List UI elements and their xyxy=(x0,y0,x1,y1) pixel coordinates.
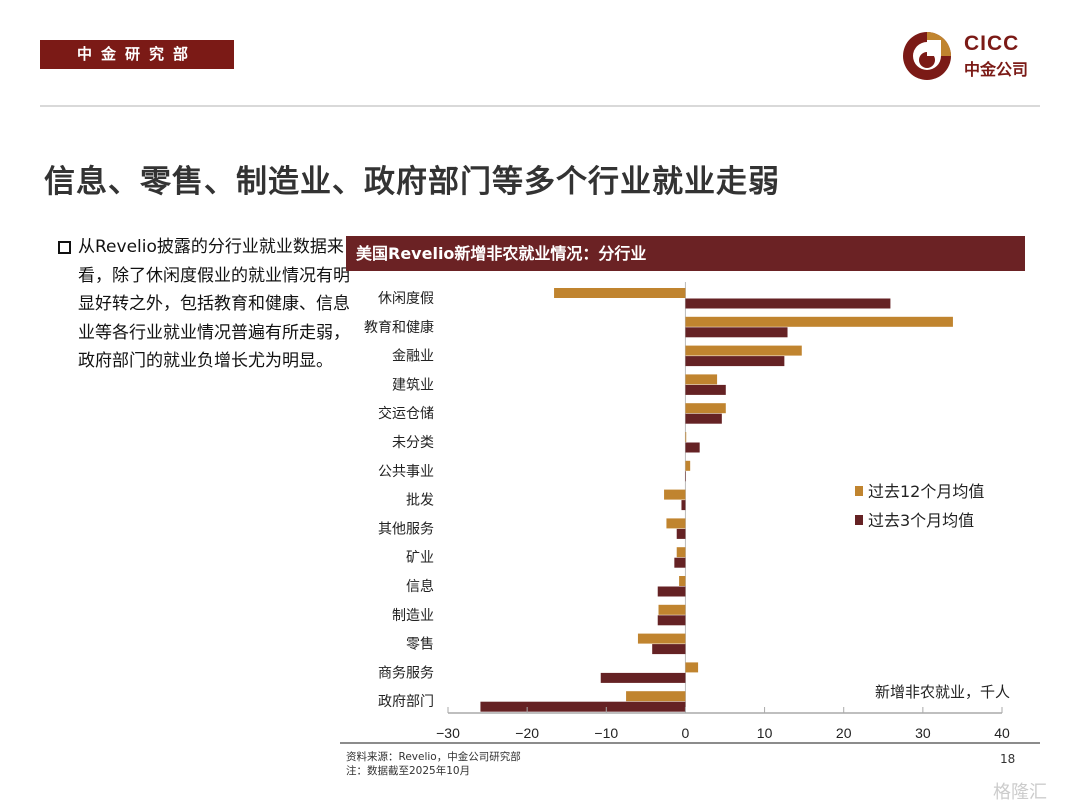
bar-12m xyxy=(685,460,691,471)
logo-text-en: CICC xyxy=(964,32,1020,55)
category-label: 制造业 xyxy=(392,608,434,624)
category-label: 公共事业 xyxy=(378,464,434,480)
page-title: 信息、零售、制造业、政府部门等多个行业就业走弱 xyxy=(44,164,780,200)
note-text: 注：数据截至2025年10月 xyxy=(346,765,471,777)
square-bullet-icon xyxy=(58,241,71,254)
page-number: 18 xyxy=(1000,752,1016,766)
legend-swatch xyxy=(855,486,863,496)
bar-12m xyxy=(679,576,686,586)
category-label: 教育和健康 xyxy=(364,319,434,336)
x-tick-label: −20 xyxy=(515,725,539,741)
bar-12m xyxy=(685,403,726,414)
department-badge: 中金研究部 xyxy=(40,40,234,69)
bar-3m xyxy=(685,413,722,424)
bar-3m xyxy=(685,327,788,338)
bar-3m xyxy=(685,384,726,395)
bar-3m xyxy=(657,615,686,626)
bar-3m xyxy=(685,298,891,309)
bar-12m xyxy=(664,489,686,500)
category-label: 未分类 xyxy=(392,435,434,451)
bar-12m xyxy=(637,633,686,644)
bar-12m xyxy=(685,316,953,327)
cicc-logo-icon xyxy=(903,32,951,80)
bar-3m xyxy=(600,672,686,683)
category-label: 金融业 xyxy=(392,349,434,365)
bullet-point: 从Revelio披露的分行业就业数据来看，除了休闲度假业的就业情况有明显好转之外… xyxy=(58,233,350,376)
bar-12m xyxy=(666,518,686,529)
category-label: 矿业 xyxy=(406,550,434,566)
bar-3m xyxy=(685,471,686,482)
legend-swatch xyxy=(855,515,863,525)
bar-12m xyxy=(685,345,802,356)
bar-3m xyxy=(685,356,785,367)
bar-12m xyxy=(685,432,687,442)
category-label: 批发 xyxy=(406,493,434,509)
bar-12m xyxy=(554,288,686,298)
x-tick-label: 40 xyxy=(994,725,1010,741)
bullet-text: 从Revelio披露的分行业就业数据来看，除了休闲度假业的就业情况有明显好转之外… xyxy=(78,237,350,371)
x-tick-label: 20 xyxy=(836,725,852,741)
bar-3m xyxy=(652,644,686,655)
header-divider xyxy=(40,105,1040,107)
x-tick-label: 10 xyxy=(757,725,773,741)
bar-12m xyxy=(626,691,686,702)
source-text: 资料来源：Revelio，中金公司研究部 xyxy=(346,751,521,763)
bar-3m xyxy=(685,442,700,453)
watermark: 格隆汇 xyxy=(993,782,1047,803)
category-label: 商务服务 xyxy=(378,665,434,681)
category-label: 建筑业 xyxy=(392,377,434,393)
bar-3m xyxy=(657,586,686,597)
bar-12m xyxy=(658,604,686,615)
category-label: 休闲度假 xyxy=(378,291,434,307)
category-label: 信息 xyxy=(406,578,434,595)
footer-divider xyxy=(340,742,1040,744)
x-tick-label: −10 xyxy=(594,725,618,741)
chart-title: 美国Revelio新增非农就业情况：分行业 xyxy=(346,236,1025,271)
unit-label: 新增非农就业，千人 xyxy=(875,683,1010,701)
cicc-logo: CICC 中金公司 xyxy=(902,32,1052,80)
x-tick-label: 30 xyxy=(915,725,931,741)
bar-12m xyxy=(685,662,699,673)
legend-label: 过去12个月均值 xyxy=(868,482,984,501)
bar-3m xyxy=(681,500,686,511)
bar-3m xyxy=(480,701,686,712)
category-label: 政府部门 xyxy=(378,694,434,710)
bar-12m xyxy=(685,374,718,385)
bar-12m xyxy=(676,547,686,558)
bar-3m xyxy=(676,528,686,539)
x-tick-label: −30 xyxy=(436,725,460,741)
source-notes: 资料来源：Revelio，中金公司研究部 注：数据截至2025年10月 xyxy=(346,750,521,778)
legend-label: 过去3个月均值 xyxy=(868,511,974,530)
category-label: 交运仓储 xyxy=(378,405,434,422)
x-tick-label: 0 xyxy=(682,725,690,741)
category-label: 其他服务 xyxy=(378,521,434,537)
bar-3m xyxy=(674,557,686,568)
category-label: 零售 xyxy=(406,637,434,653)
logo-text-cn: 中金公司 xyxy=(964,60,1029,79)
